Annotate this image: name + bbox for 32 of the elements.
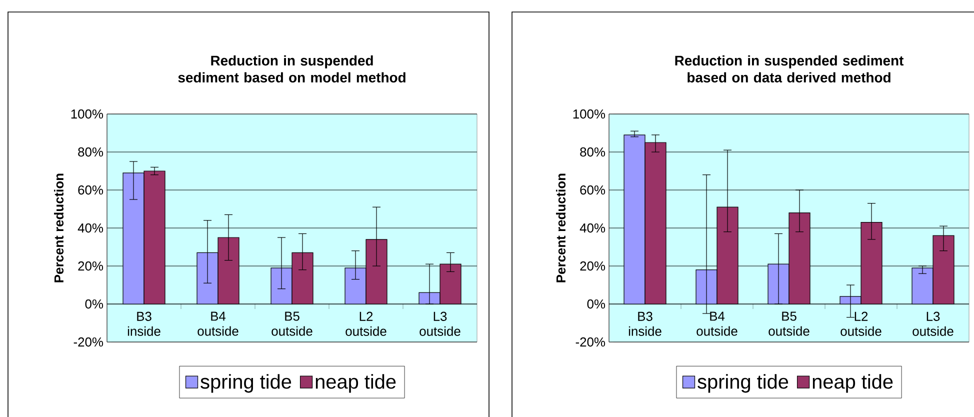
x-tick-label: B5 outside — [768, 312, 810, 336]
y-tick-label: 20% — [78, 261, 104, 271]
y-tick-label: 60% — [580, 185, 606, 195]
x-tick-label: L3 outside — [912, 312, 954, 336]
x-tick-label: L2 outside — [346, 312, 386, 336]
y-tick-label: 0% — [587, 299, 606, 309]
y-tick-label: 80% — [78, 147, 104, 157]
y-tick-label: 60% — [78, 185, 104, 195]
x-tick-label: B4 outside — [696, 312, 738, 336]
legend-label: spring tide — [698, 374, 788, 393]
y-tick-label: 40% — [78, 223, 104, 233]
x-tick-label: L2 outside — [840, 312, 882, 336]
y-tick-label: 100% — [573, 109, 606, 119]
legend-label: neap tide — [812, 374, 893, 393]
legend-label: spring tide — [200, 374, 292, 393]
y-tick-label: 80% — [580, 147, 606, 157]
y-tick-label: 40% — [580, 223, 606, 233]
y-tick-label: -20% — [74, 337, 104, 347]
legend-label: neap tide — [316, 374, 396, 393]
x-tick-label: B3 inside — [628, 312, 662, 336]
chart-title: Reduction in suspended sediment based on data derived method — [675, 55, 904, 83]
y-tick-label: 0% — [85, 299, 104, 309]
x-tick-label: L3 outside — [420, 312, 460, 336]
y-axis-title: Percent reduction — [54, 174, 64, 282]
chart-title: Reduction in suspended sediment based on model method — [178, 55, 406, 83]
y-tick-label: 20% — [580, 261, 606, 271]
x-tick-label: B4 outside — [198, 312, 238, 336]
y-tick-label: -20% — [576, 337, 606, 347]
y-tick-label: 100% — [71, 109, 104, 119]
x-tick-label: B3 inside — [128, 312, 160, 336]
y-axis-title: Percent reduction — [556, 174, 566, 282]
x-tick-label: B5 outside — [272, 312, 312, 336]
